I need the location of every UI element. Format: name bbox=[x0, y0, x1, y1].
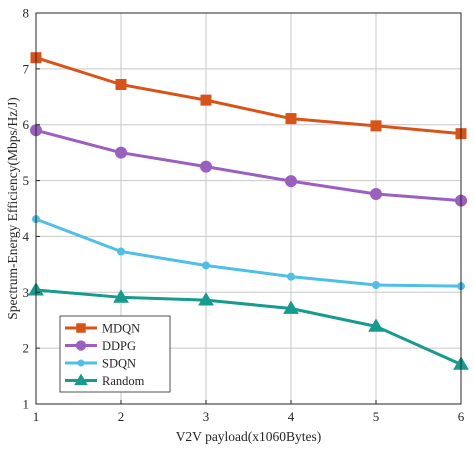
data-point-sdqn bbox=[117, 247, 125, 256]
data-point-mdqn bbox=[370, 120, 382, 132]
data-point-random bbox=[198, 292, 214, 306]
series-lines bbox=[35, 56, 462, 366]
y-tick-label: 1 bbox=[23, 397, 30, 412]
y-axis-title: Spectrum-Energy Efficiency(Mbps/Hz/J) bbox=[5, 97, 20, 320]
y-tick-label: 2 bbox=[23, 341, 30, 356]
legend-marker-sdqn bbox=[77, 359, 85, 367]
data-point-ddpg bbox=[285, 175, 297, 188]
series-line-sdqn bbox=[35, 217, 462, 288]
x-tick-label: 3 bbox=[203, 409, 210, 424]
data-point-ddpg bbox=[370, 187, 382, 200]
data-point-sdqn bbox=[202, 261, 210, 270]
data-point-random bbox=[283, 300, 299, 314]
x-axis-title: V2V payload(x1060Bytes) bbox=[176, 429, 322, 444]
x-tick-label: 2 bbox=[118, 409, 125, 424]
grid bbox=[36, 13, 461, 404]
axis-ticks: 1 2 3 4 5 6 1 2 3 4 5 6 7 8 bbox=[23, 6, 465, 425]
data-point-mdqn bbox=[200, 94, 212, 106]
y-tick-label: 3 bbox=[23, 285, 30, 300]
data-point-random bbox=[113, 289, 129, 303]
legend-label-random: Random bbox=[102, 374, 145, 388]
legend-label-sdqn: SDQN bbox=[102, 357, 136, 371]
x-tick-label: 4 bbox=[288, 409, 295, 424]
x-tick-label: 1 bbox=[33, 409, 40, 424]
y-tick-label: 5 bbox=[23, 173, 30, 188]
data-point-sdqn bbox=[372, 281, 380, 290]
series-line-ddpg bbox=[35, 128, 462, 203]
data-point-ddpg bbox=[115, 146, 127, 159]
data-point-mdqn bbox=[285, 113, 297, 125]
legend-label-ddpg: DDPG bbox=[102, 339, 136, 353]
legend-marker-mdqn bbox=[76, 323, 86, 333]
y-tick-label: 8 bbox=[23, 6, 30, 21]
y-tick-label: 7 bbox=[23, 61, 30, 76]
data-point-ddpg bbox=[200, 160, 212, 173]
legend-marker-ddpg bbox=[75, 340, 87, 351]
legend: MDQN DDPG SDQN Random bbox=[59, 315, 171, 393]
plot-frame bbox=[35, 12, 462, 405]
x-tick-label: 5 bbox=[373, 409, 380, 424]
data-point-sdqn bbox=[287, 272, 295, 281]
x-tick-label: 6 bbox=[458, 409, 465, 424]
data-point-mdqn bbox=[115, 78, 127, 90]
y-tick-label: 6 bbox=[23, 117, 30, 132]
data-point-random bbox=[368, 318, 384, 332]
series-line-mdqn bbox=[35, 56, 462, 136]
series-line-random bbox=[35, 288, 462, 366]
legend-label-mdqn: MDQN bbox=[102, 322, 140, 336]
legend-marker-random bbox=[74, 373, 88, 386]
y-tick-label: 4 bbox=[23, 229, 30, 244]
